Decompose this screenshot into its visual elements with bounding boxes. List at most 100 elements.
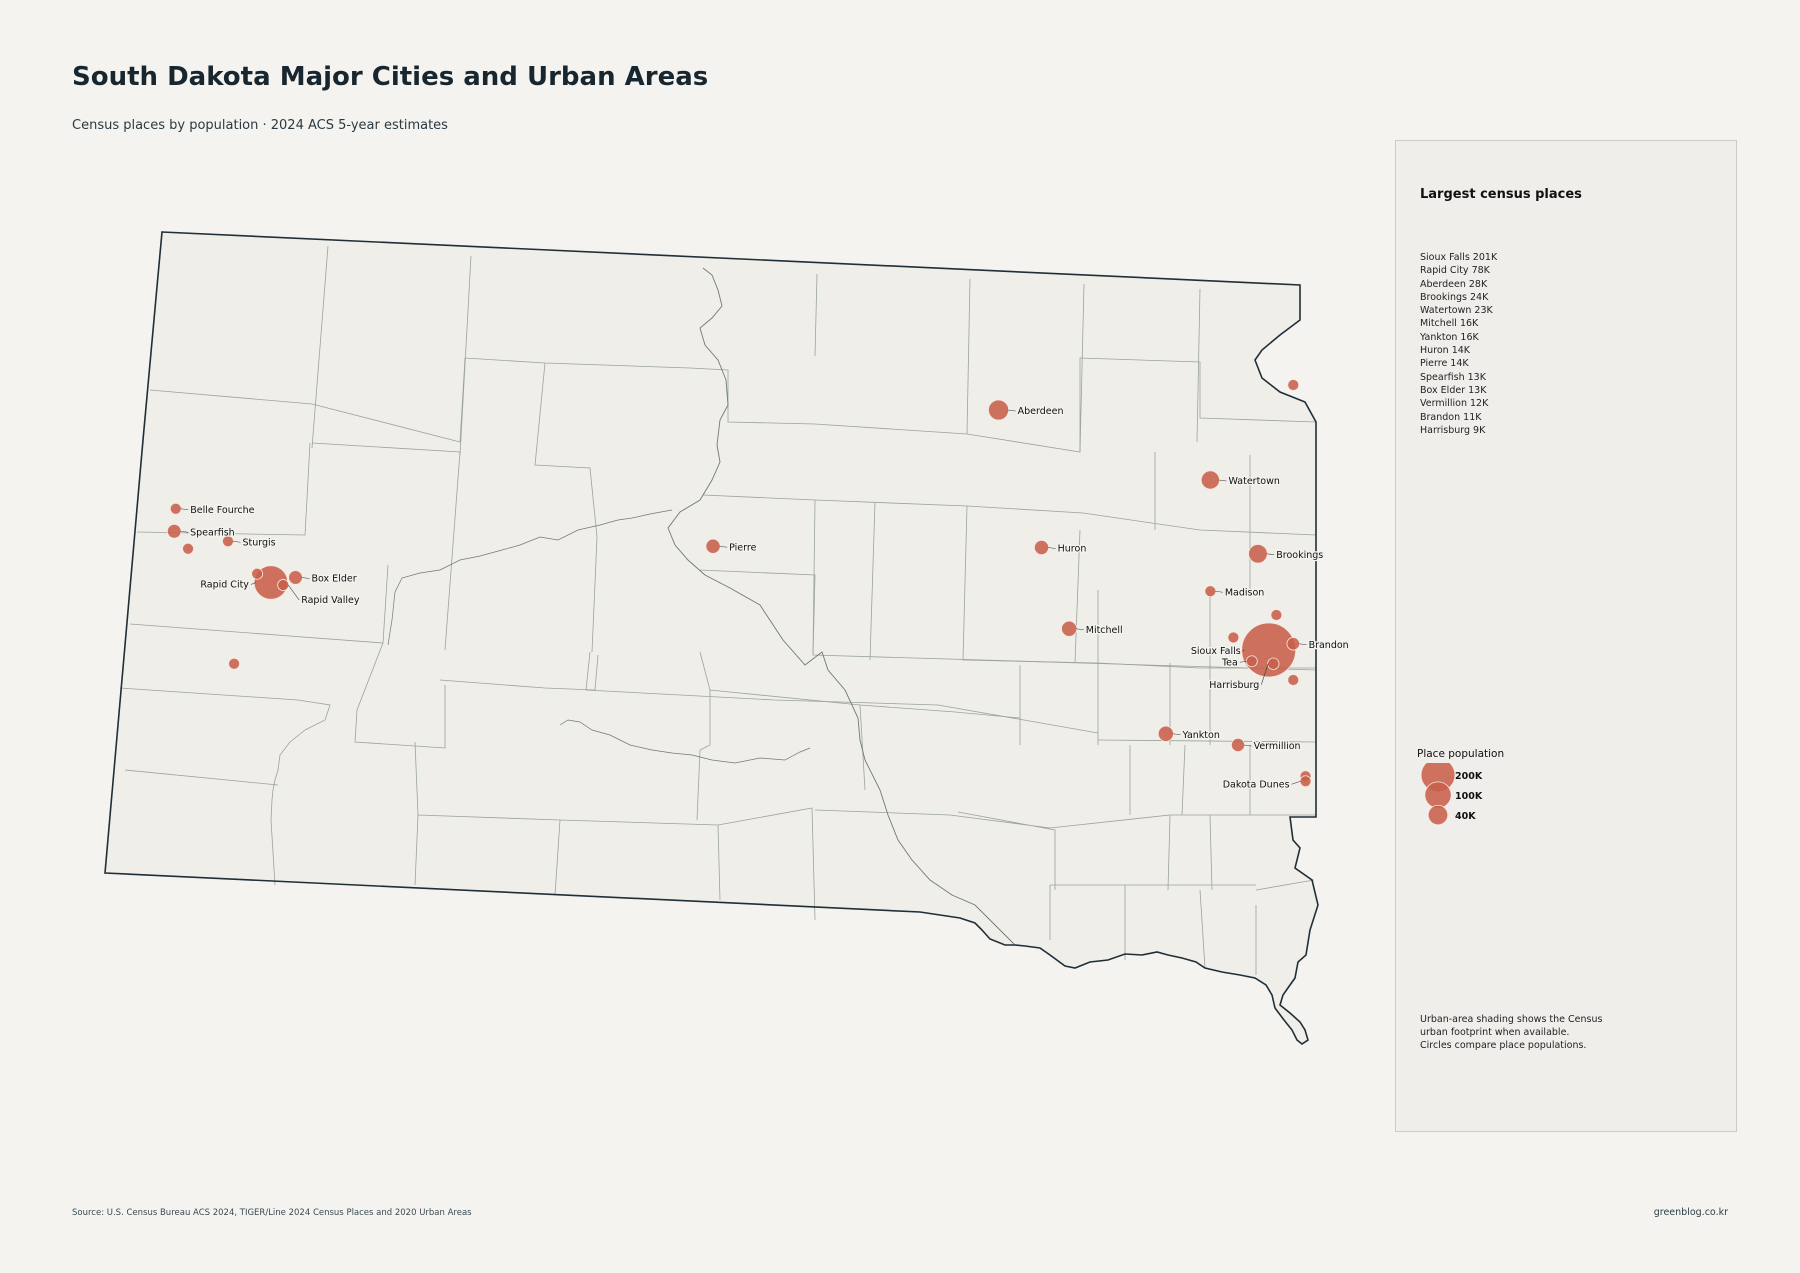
- city-label-rapid-city: Rapid City: [200, 580, 249, 591]
- city-label-brandon: Brandon: [1309, 640, 1349, 651]
- city-marker-vermillion: [1230, 738, 1245, 752]
- leader-line-harrisburg: [1261, 663, 1269, 685]
- county-lines: [119, 245, 1317, 975]
- note-line: Urban-area shading shows the Census: [1420, 1014, 1603, 1025]
- note-line: urban footprint when available.: [1420, 1027, 1570, 1038]
- city-label-yankton: Yankton: [1181, 730, 1219, 741]
- page-subtitle: Census places by population · 2024 ACS 5…: [72, 118, 448, 133]
- leader-line-madison: [1215, 590, 1223, 593]
- ranking-item: Vermillion 12K: [1420, 398, 1489, 410]
- legend-title: Largest census places: [1420, 187, 1582, 202]
- leader-line-rapid-city: [250, 582, 256, 585]
- city-label-rapid-valley: Rapid Valley: [301, 595, 360, 606]
- legend-panel: Largest census places Sioux Falls 201K Ra…: [1395, 140, 1737, 1132]
- size-legend: 200K 100K 40K: [1420, 763, 1483, 826]
- ranking-item: Aberdeen 28K: [1420, 278, 1488, 290]
- city-label-vermillion: Vermillion: [1254, 741, 1301, 752]
- city-marker-dell-rapids: [1270, 609, 1283, 621]
- page-title: South Dakota Major Cities and Urban Area…: [72, 62, 709, 92]
- state-shape: [105, 232, 1318, 1044]
- missouri-river: [667, 267, 1016, 946]
- city-marker-rapid-valley: [277, 579, 290, 591]
- credit-link[interactable]: greenblog.co.kr: [1653, 1207, 1728, 1218]
- leader-line-huron: [1047, 547, 1056, 549]
- city-marker-box-elder: [288, 570, 303, 585]
- state-outline: [104, 231, 1319, 1045]
- size-key-label-200k: 200K: [1455, 771, 1483, 782]
- city-markers: Sioux Falls Rapid City Aberdeen Brookings Wa…: [166, 379, 1350, 792]
- leader-line-rapid-valley: [287, 584, 300, 601]
- city-marker-mitchell: [1061, 620, 1078, 637]
- ranking-item: Huron 14K: [1420, 345, 1471, 357]
- ranking-item: Watertown 23K: [1420, 305, 1493, 317]
- city-label-sioux-falls: Sioux Falls: [1191, 646, 1241, 657]
- city-label-sturgis: Sturgis: [242, 537, 275, 548]
- size-key-circle-40k: [1427, 804, 1449, 826]
- city-marker-lead: [182, 542, 194, 555]
- leader-line-mitchell: [1075, 628, 1084, 631]
- city-label-tea: Tea: [1221, 657, 1238, 668]
- leader-line-dakota-dunes: [1291, 780, 1301, 785]
- city-label-pierre: Pierre: [729, 542, 756, 553]
- city-marker-hot-springs: [228, 657, 241, 670]
- city-marker-harrisburg: [1267, 657, 1280, 670]
- city-label-watertown: Watertown: [1228, 476, 1279, 487]
- white-river: [387, 509, 811, 764]
- city-marker-pierre: [705, 538, 721, 554]
- city-marker-belle-fourche: [169, 502, 182, 515]
- ranking-item: Pierre 14K: [1420, 358, 1469, 370]
- leader-line-sioux-falls: [1242, 649, 1245, 652]
- ranking-item: Box Elder 13K: [1420, 384, 1487, 396]
- state-land: [105, 232, 1318, 1044]
- city-label-spearfish: Spearfish: [190, 527, 235, 538]
- leader-line-belle-fourche: [180, 508, 189, 511]
- ranking-list: Sioux Falls 201K Rapid City 78K Aberdeen 2…: [1420, 251, 1497, 437]
- city-marker-sioux-falls: [1241, 622, 1297, 678]
- city-marker-spearfish: [166, 523, 182, 539]
- source-note: Source: U.S. Census Bureau ACS 2024, TIG…: [72, 1208, 472, 1218]
- city-marker-canton: [1287, 674, 1300, 686]
- city-marker-black-hawk: [251, 567, 264, 580]
- city-label-box-elder: Box Elder: [312, 574, 357, 585]
- ranking-item: Brandon 11K: [1420, 411, 1482, 423]
- ranking-item: Spearfish 13K: [1420, 371, 1486, 383]
- city-marker-madison: [1204, 585, 1217, 598]
- city-marker-aberdeen: [988, 399, 1010, 421]
- leader-line-watertown: [1218, 479, 1227, 482]
- leader-line-brookings: [1266, 553, 1275, 556]
- size-key-label-40k: 40K: [1455, 811, 1476, 822]
- leader-line-pierre: [719, 545, 728, 548]
- city-label-dakota-dunes: Dakota Dunes: [1223, 779, 1290, 790]
- ranking-item: Yankton 16K: [1420, 331, 1479, 343]
- city-marker-huron: [1033, 539, 1050, 556]
- city-label-brookings: Brookings: [1276, 550, 1323, 561]
- leader-line-spearfish: [180, 530, 189, 533]
- leader-line-yankton: [1172, 733, 1181, 736]
- ranking-item: Harrisburg 9K: [1420, 424, 1486, 436]
- city-marker-watertown: [1200, 470, 1220, 490]
- city-marker-yankton: [1157, 725, 1174, 742]
- city-label-huron: Huron: [1058, 544, 1087, 555]
- city-label-aberdeen: Aberdeen: [1018, 406, 1064, 417]
- city-label-madison: Madison: [1225, 587, 1264, 598]
- city-label-harrisburg: Harrisburg: [1209, 680, 1259, 691]
- size-key-circle-100k: [1424, 781, 1452, 809]
- ranking-item: Sioux Falls 201K: [1420, 252, 1498, 263]
- leader-line-brandon: [1298, 643, 1307, 646]
- leader-line-box-elder: [301, 577, 310, 579]
- city-marker-dakota-dunes: [1299, 775, 1312, 788]
- city-marker-tea: [1245, 655, 1258, 668]
- note-line: Circles compare place populations.: [1420, 1040, 1587, 1051]
- leader-line-aberdeen: [1007, 409, 1016, 412]
- city-marker-brookings: [1248, 544, 1268, 564]
- leader-line-vermillion: [1243, 744, 1252, 747]
- legend-note: Urban-area shading shows the Census urban…: [1420, 1013, 1720, 1052]
- city-label-belle-fourche: Belle Fourche: [190, 505, 254, 516]
- ranking-item: Brookings 24K: [1420, 291, 1489, 303]
- ranking-item: Mitchell 16K: [1420, 318, 1479, 330]
- size-key-label-100k: 100K: [1455, 791, 1483, 802]
- city-marker-renner: [1227, 631, 1240, 644]
- leader-line-sturgis: [232, 540, 241, 543]
- leader-line-tea: [1239, 660, 1247, 663]
